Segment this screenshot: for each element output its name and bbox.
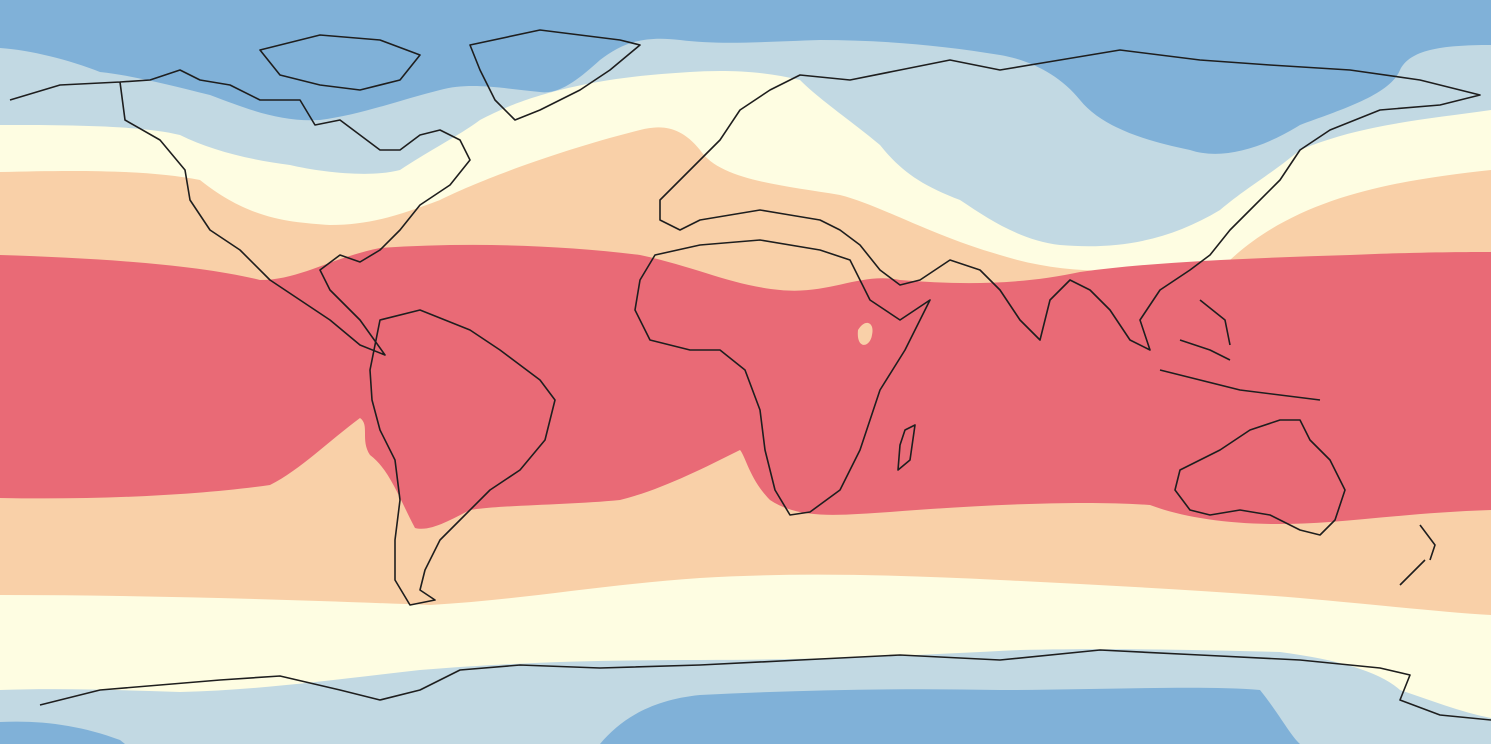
coast-arctic-islands	[259, 34, 421, 91]
band-cold-patch	[1041, 198, 1126, 242]
coastlines	[9, 29, 1491, 721]
coast-indonesia	[1159, 299, 1321, 401]
coast-south-america	[369, 309, 556, 606]
coast-africa	[634, 239, 931, 516]
band-warm-patch	[857, 322, 873, 345]
coast-madagascar	[897, 424, 916, 471]
coast-australia	[1174, 419, 1346, 536]
coast-new-zealand	[1399, 524, 1436, 586]
coast-greenland	[469, 29, 641, 121]
coast-antarctica	[39, 649, 1491, 721]
band-cold-north	[0, 0, 1491, 154]
band-hot	[0, 244, 1491, 529]
coast-eurasia	[659, 49, 1481, 351]
coast-north-america	[9, 69, 471, 356]
band-cold-south	[0, 687, 1300, 744]
